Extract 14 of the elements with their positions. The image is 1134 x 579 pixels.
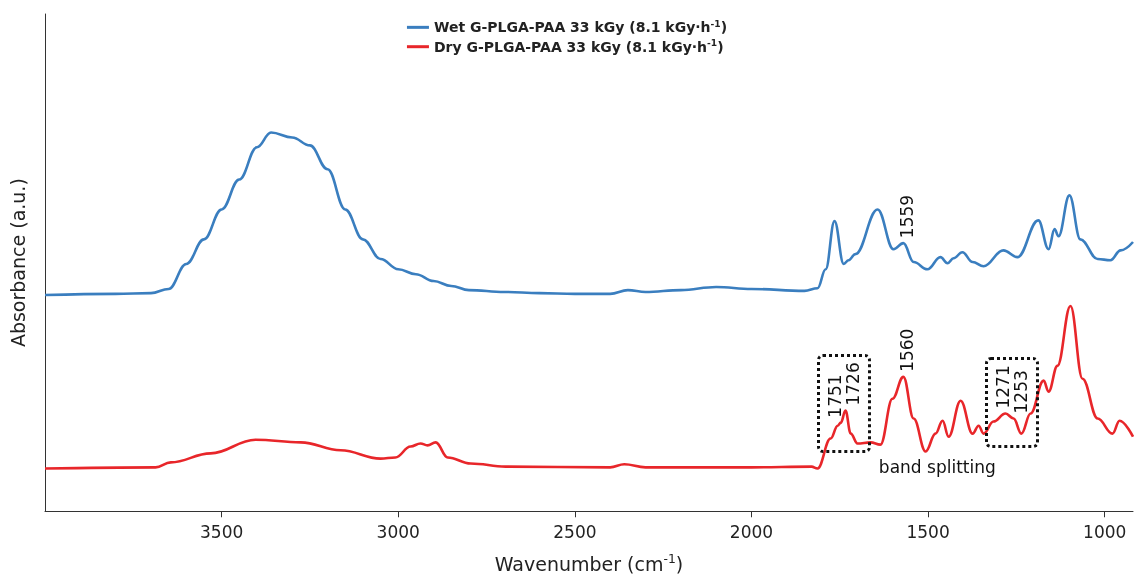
x-tick-label: 3000: [376, 521, 420, 542]
annotation: 1271: [993, 365, 1014, 409]
x-tick-label: 1500: [906, 521, 950, 542]
annotation: band splitting: [878, 456, 996, 477]
x-tick-label: 2000: [729, 521, 774, 542]
annotation: 1560: [896, 328, 917, 372]
annotation: 1726: [842, 362, 863, 406]
annotation: 1253: [1011, 370, 1032, 414]
y-axis-title: Absorbance (a.u.): [6, 178, 29, 348]
x-tick-label: 2500: [553, 521, 597, 542]
x-tick-label: 3500: [199, 521, 244, 542]
annotation: 1751: [824, 374, 845, 418]
annotation: 1559: [897, 194, 918, 239]
x-tick-label: 1000: [1083, 521, 1127, 542]
